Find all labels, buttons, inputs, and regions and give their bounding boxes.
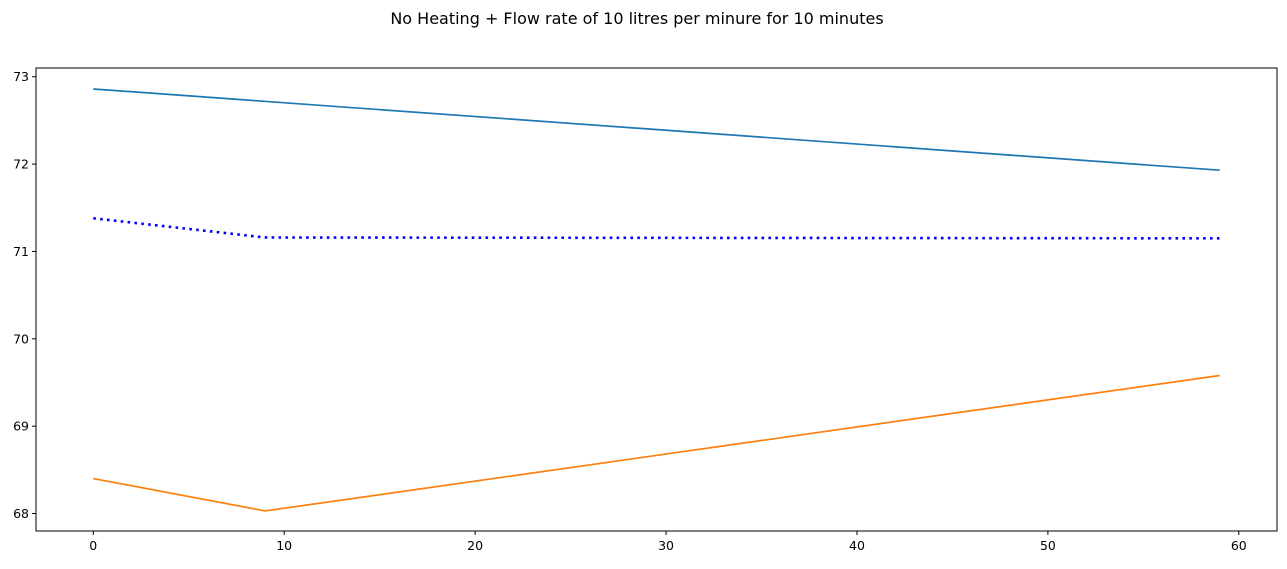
- x-tick-label: 30: [658, 538, 674, 553]
- series-layer: [93, 88, 1220, 512]
- series-line-2: [93, 216, 1220, 240]
- plot-area-frame: [35, 67, 1278, 532]
- y-axis: 68 69 70 71 72 73: [13, 69, 36, 521]
- x-tick-label: 0: [89, 538, 97, 553]
- x-tick-label: 40: [849, 538, 865, 553]
- y-tick-label: 73: [13, 69, 29, 84]
- y-tick-label: 69: [13, 419, 29, 434]
- y-tick-label: 68: [13, 506, 29, 521]
- y-tick-label: 71: [13, 244, 29, 259]
- x-axis: 0 10 20 30 40 50 60: [89, 531, 1247, 553]
- x-tick-label: 10: [276, 538, 292, 553]
- y-tick-label: 72: [13, 157, 29, 172]
- series-line-1: [93, 88, 1220, 172]
- series-line-3: [93, 374, 1220, 512]
- x-tick-label: 50: [1040, 538, 1056, 553]
- chart-title: No Heating + Flow rate of 10 litres per …: [390, 9, 883, 28]
- x-tick-label: 60: [1231, 538, 1247, 553]
- y-tick-label: 70: [13, 331, 29, 346]
- x-tick-label: 20: [467, 538, 483, 553]
